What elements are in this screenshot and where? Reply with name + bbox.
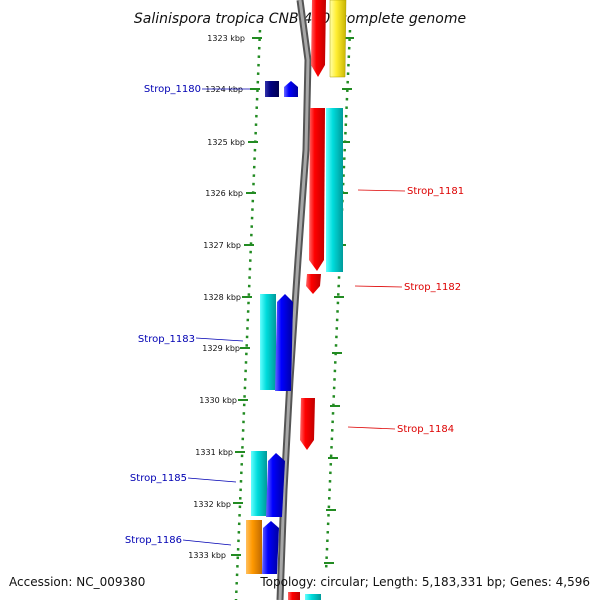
gene-arrow-red[interactable] bbox=[311, 0, 326, 77]
gene-block-cyan[interactable] bbox=[251, 451, 267, 516]
gene-arrow-blue[interactable] bbox=[266, 453, 285, 517]
genome-summary-text: Topology: circular; Length: 5,183,331 bp… bbox=[259, 575, 590, 589]
gene-block-red[interactable] bbox=[288, 592, 300, 600]
kbp-label: 1333 kbp bbox=[188, 551, 226, 560]
gene-arrow-red[interactable] bbox=[309, 108, 325, 271]
gene-arrow-red[interactable] bbox=[300, 398, 315, 450]
kbp-label: 1329 kbp bbox=[202, 344, 240, 353]
gene-label-strop-1184[interactable]: Strop_1184 bbox=[397, 424, 454, 435]
kbp-label: 1324 kbp bbox=[205, 85, 243, 94]
right-scale-line bbox=[324, 29, 352, 573]
gene-label-strop-1181[interactable]: Strop_1181 bbox=[407, 186, 464, 197]
gene-block-cyan[interactable] bbox=[326, 108, 343, 272]
left-major-ticks bbox=[231, 37, 262, 556]
gene-label-strop-1186[interactable]: Strop_1186 bbox=[125, 535, 182, 546]
gene-label-strop-1185[interactable]: Strop_1185 bbox=[130, 473, 187, 484]
genome-backbone-highlight bbox=[278, 0, 310, 600]
kbp-label: 1332 kbp bbox=[193, 500, 231, 509]
gene-arrow-red[interactable] bbox=[306, 274, 321, 294]
gene-label-strop-1182[interactable]: Strop_1182 bbox=[404, 282, 461, 293]
leader-line bbox=[357, 189, 406, 192]
gene-block-cyan[interactable] bbox=[305, 594, 321, 600]
leader-line bbox=[354, 285, 403, 288]
gene-arrow-blue[interactable] bbox=[275, 294, 293, 391]
gene-label-strop-1180[interactable]: Strop_1180 bbox=[144, 84, 201, 95]
kbp-label: 1328 kbp bbox=[203, 293, 241, 302]
leader-line bbox=[187, 477, 237, 483]
gene-label-strop-1183[interactable]: Strop_1183 bbox=[138, 334, 195, 345]
gene-arrow-blue[interactable] bbox=[262, 521, 279, 574]
kbp-labels: 1323 kbp 1324 kbp 1325 kbp 1326 kbp 1327… bbox=[188, 34, 245, 560]
kbp-label: 1327 kbp bbox=[203, 241, 241, 250]
kbp-label: 1326 kbp bbox=[205, 189, 243, 198]
gene-arrow-blue[interactable] bbox=[284, 81, 298, 97]
gene-block-cyan[interactable] bbox=[260, 294, 276, 390]
gene-block-yellow[interactable] bbox=[329, 0, 347, 78]
left-scale-line bbox=[234, 29, 262, 600]
kbp-label: 1325 kbp bbox=[207, 138, 245, 147]
leader-line bbox=[195, 337, 244, 342]
kbp-label: 1330 kbp bbox=[199, 396, 237, 405]
kbp-label: 1323 kbp bbox=[207, 34, 245, 43]
accession-text: Accession: NC_009380 bbox=[9, 575, 145, 589]
gene-block-orange[interactable] bbox=[246, 520, 262, 574]
leader-line bbox=[182, 539, 232, 546]
kbp-label: 1331 kbp bbox=[195, 448, 233, 457]
leader-line bbox=[347, 426, 396, 430]
gene-block-navy[interactable] bbox=[265, 81, 279, 97]
